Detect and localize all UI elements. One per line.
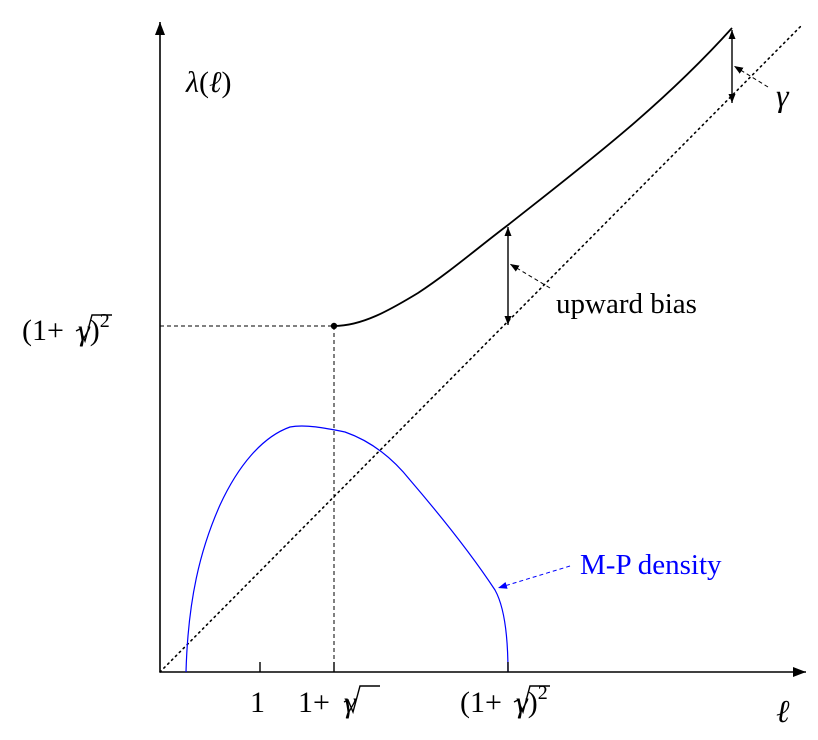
mp-density-pointer: [497, 565, 571, 589]
upward-bias-label: upward bias: [556, 288, 697, 320]
identity-line: [159, 24, 803, 673]
mp-density-label: M-P density: [580, 549, 722, 581]
x-axis-label: ℓ: [776, 693, 790, 729]
svg-text:(1+γ)2: (1+ γ)2: [460, 682, 548, 719]
svg-text:(1+γ)2: (1+ γ)2: [22, 310, 110, 347]
eigenvalue-curve: [333, 27, 733, 327]
gamma-pointer: [733, 65, 769, 88]
y-tick-label: (1+ γ)2: [22, 310, 112, 347]
x-tick-label-1: 1: [250, 686, 265, 719]
sqrt-radical-x1: [343, 685, 380, 715]
mp-density-curve: [185, 425, 509, 673]
y-axis-label: λ(ℓ): [185, 66, 232, 99]
gamma-label: γ: [776, 77, 790, 113]
sqrt-radical-y: [75, 314, 112, 344]
upward-bias-pointer: [509, 263, 551, 289]
curve-start-point: [330, 322, 338, 330]
x-tick-label-sq: (1+ γ)2: [460, 682, 550, 719]
x-tick-label-sqrt: 1+ γ: [298, 685, 380, 719]
sqrt-radical-x2: [513, 685, 550, 715]
svg-text:1+γ: 1+ γ: [298, 686, 357, 719]
